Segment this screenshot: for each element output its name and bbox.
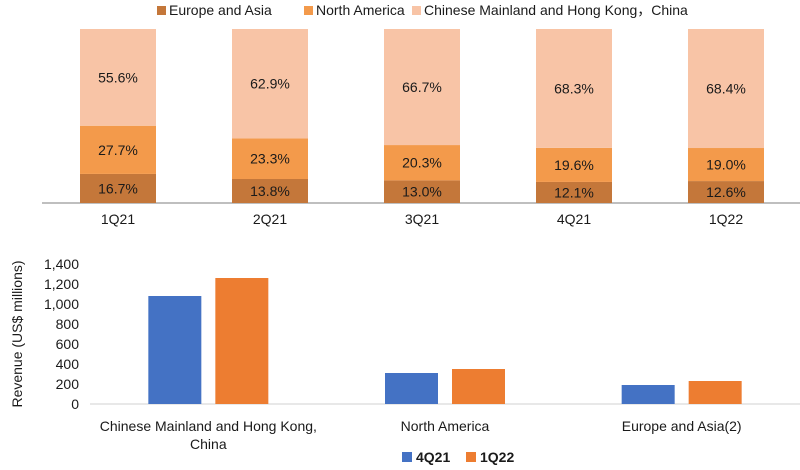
y-tick-label: 400 <box>56 356 80 372</box>
data-label: 12.1% <box>554 184 594 200</box>
x-tick-label: Europe and Asia(2) <box>622 418 742 434</box>
y-tick-label: 1,000 <box>44 296 79 312</box>
bar-segment <box>80 125 156 174</box>
legend-label-0: 4Q21 <box>416 449 450 465</box>
data-label: 55.6% <box>98 69 138 85</box>
bar-segment <box>688 148 764 182</box>
bar-segment <box>688 181 764 203</box>
legend-label-1: North America <box>316 2 405 18</box>
data-label: 19.0% <box>706 157 746 173</box>
bar <box>621 385 675 404</box>
x-tick-label: 3Q21 <box>405 211 439 227</box>
bar-segment <box>384 145 460 181</box>
legend-swatch-1 <box>304 6 313 15</box>
bar <box>385 373 438 404</box>
y-tick-label: 600 <box>56 336 80 352</box>
bar-segment <box>536 147 612 182</box>
y-axis-title: Revenue (US$ millions) <box>9 260 25 407</box>
x-tick-label: 4Q21 <box>557 211 591 227</box>
bar-segment <box>232 138 308 179</box>
bar-segment <box>80 173 156 203</box>
bar-segment <box>536 29 612 148</box>
data-label: 16.7% <box>98 180 138 196</box>
legend-swatch-2 <box>412 6 421 15</box>
bar <box>452 369 505 404</box>
bar-segment <box>384 29 460 146</box>
segment-share-stacked-chart: Europe and Asia North America Chinese Main… <box>42 2 800 227</box>
data-label: 27.7% <box>98 142 138 158</box>
legend-label-1: 1Q22 <box>480 449 514 465</box>
y-tick-label: 1,400 <box>44 256 79 272</box>
legend-swatch-1 <box>466 452 476 462</box>
x-tick-label: North America <box>401 418 490 434</box>
y-tick-label: 0 <box>71 396 79 412</box>
data-label: 68.4% <box>706 81 746 97</box>
x-tick-label: Chinese Mainland and Hong Kong, <box>100 418 317 434</box>
x-tick-label: 1Q21 <box>101 211 135 227</box>
x-tick-label: 1Q22 <box>709 211 743 227</box>
bar-segment <box>688 29 764 149</box>
data-label: 68.3% <box>554 80 594 96</box>
bar <box>215 278 269 404</box>
legend-label-0: Europe and Asia <box>169 2 272 18</box>
y-tick-label: 800 <box>56 316 80 332</box>
bar <box>148 296 202 404</box>
bar-segment <box>384 180 460 203</box>
bar-segment <box>232 29 308 139</box>
data-label: 66.7% <box>402 79 442 95</box>
x-tick-label: 2Q21 <box>253 211 287 227</box>
data-label: 13.0% <box>402 184 442 200</box>
legend-swatch-0 <box>402 452 412 462</box>
data-label: 62.9% <box>250 76 290 92</box>
data-label: 20.3% <box>402 155 442 171</box>
bar-segment <box>536 181 612 203</box>
data-label: 19.6% <box>554 157 594 173</box>
legend-label-2: Chinese Mainland and Hong Kong，China <box>424 2 688 18</box>
y-tick-label: 200 <box>56 376 80 392</box>
legend-swatch-0 <box>157 6 166 15</box>
data-label: 23.3% <box>250 151 290 167</box>
bar-segment <box>80 29 156 126</box>
data-label: 12.6% <box>706 184 746 200</box>
bar-segment <box>232 178 308 203</box>
regional-revenue-bar-chart: 0 200 400 600 800 1,000 1,200 1,400 Revenue (US$… <box>9 256 800 465</box>
x-tick-label: China <box>190 436 227 452</box>
data-label: 13.8% <box>250 183 290 199</box>
bar <box>688 381 742 404</box>
y-tick-label: 1,200 <box>44 276 79 292</box>
